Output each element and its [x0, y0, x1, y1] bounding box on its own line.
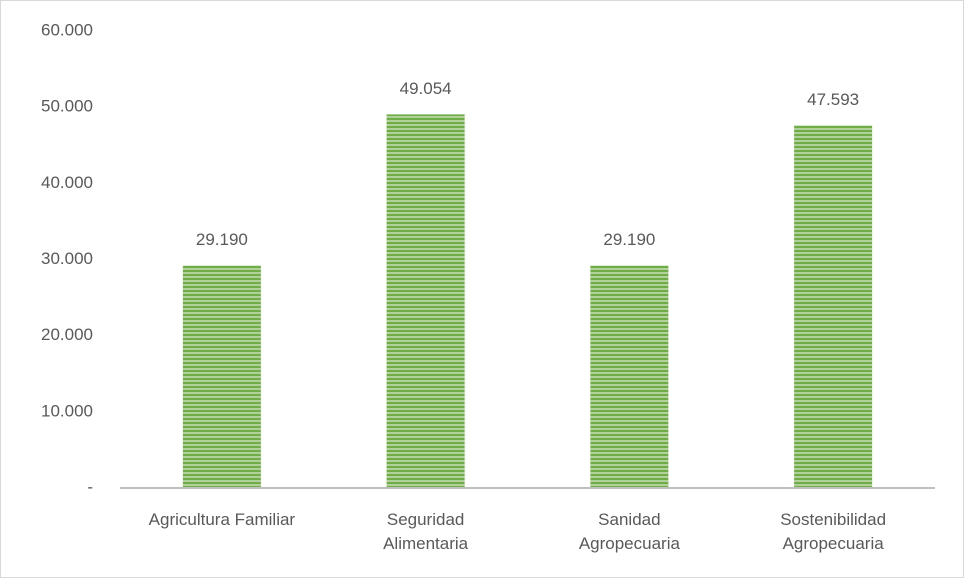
- x-tick-label: Seguridad Alimentaria: [383, 510, 469, 553]
- bar: [794, 125, 873, 488]
- y-tick-label: 20.000: [41, 325, 93, 344]
- y-tick-label: 50.000: [41, 97, 93, 116]
- y-tick-label: 30.000: [41, 249, 93, 268]
- x-tick-label: Sanidad Agropecuaria: [578, 510, 680, 553]
- bar: [386, 114, 465, 488]
- data-label: 49.054: [400, 79, 452, 98]
- bar: [182, 265, 261, 488]
- bar: [590, 265, 669, 488]
- data-label: 47.593: [807, 90, 859, 109]
- y-tick-label: 40.000: [41, 173, 93, 192]
- data-label: 29.190: [603, 230, 655, 249]
- data-label: 29.190: [196, 230, 248, 249]
- y-tick-label: 60.000: [41, 20, 93, 39]
- y-tick-label: 10.000: [41, 401, 93, 420]
- x-tick-label: Sostenibilidad Agropecuaria: [780, 510, 887, 553]
- x-tick-label: Agricultura Familiar: [148, 510, 296, 529]
- y-tick-label: -: [87, 477, 93, 496]
